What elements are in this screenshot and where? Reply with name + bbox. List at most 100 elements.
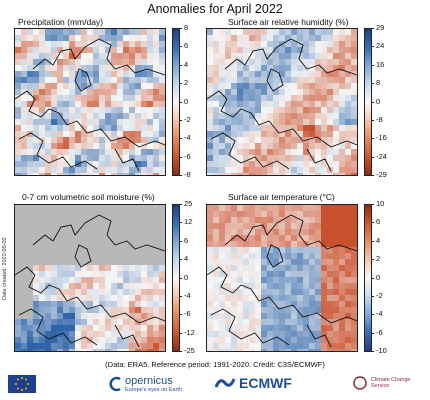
- anomaly-cell: [105, 223, 111, 229]
- anomaly-cell: [159, 59, 165, 65]
- anomaly-cell: [213, 47, 219, 53]
- anomaly-cell: [297, 143, 303, 149]
- anomaly-cell: [117, 253, 123, 259]
- anomaly-cell: [279, 289, 285, 295]
- anomaly-cell: [81, 155, 87, 161]
- anomaly-cell: [243, 53, 249, 59]
- anomaly-cell: [213, 349, 219, 351]
- anomaly-cell: [99, 41, 105, 47]
- anomaly-cell: [297, 83, 303, 89]
- anomaly-cell: [93, 253, 99, 259]
- anomaly-cell: [123, 149, 129, 155]
- anomaly-cell: [285, 35, 291, 41]
- anomaly-cell: [141, 53, 147, 59]
- anomaly-cell: [147, 337, 153, 343]
- anomaly-cell: [309, 113, 315, 119]
- anomaly-cell: [213, 307, 219, 313]
- anomaly-cell: [213, 265, 219, 271]
- anomaly-cell: [243, 229, 249, 235]
- anomaly-cell: [117, 259, 123, 265]
- anomaly-cell: [153, 205, 159, 211]
- anomaly-cell: [207, 71, 213, 77]
- anomaly-cell: [141, 313, 147, 319]
- anomaly-cell: [135, 137, 141, 143]
- anomaly-cell: [339, 247, 345, 253]
- anomaly-cell: [285, 137, 291, 143]
- anomaly-cell: [243, 155, 249, 161]
- anomaly-cell: [267, 235, 273, 241]
- anomaly-cell: [117, 337, 123, 343]
- anomaly-cell: [117, 211, 123, 217]
- anomaly-cell: [81, 313, 87, 319]
- anomaly-cell: [123, 155, 129, 161]
- anomaly-cell: [33, 271, 39, 277]
- anomaly-cell: [27, 155, 33, 161]
- anomaly-cell: [219, 71, 225, 77]
- colorbar-tick-label: 16: [370, 59, 385, 69]
- anomaly-cell: [303, 259, 309, 265]
- anomaly-cell: [39, 247, 45, 253]
- anomaly-cell: [207, 59, 213, 65]
- anomaly-cell: [291, 223, 297, 229]
- anomaly-cell: [141, 229, 147, 235]
- anomaly-cell: [231, 47, 237, 53]
- anomaly-cell: [81, 277, 87, 283]
- anomaly-cell: [135, 113, 141, 119]
- anomaly-cell: [291, 71, 297, 77]
- anomaly-cell: [69, 83, 75, 89]
- anomaly-cell: [291, 247, 297, 253]
- anomaly-cell: [315, 265, 321, 271]
- anomaly-cell: [333, 101, 339, 107]
- anomaly-cell: [141, 125, 147, 131]
- anomaly-cell: [261, 277, 267, 283]
- anomaly-cell: [69, 265, 75, 271]
- anomaly-cell: [279, 313, 285, 319]
- anomaly-cell: [33, 277, 39, 283]
- anomaly-cell: [273, 265, 279, 271]
- anomaly-cell: [81, 65, 87, 71]
- anomaly-cell: [291, 77, 297, 83]
- anomaly-cell: [267, 283, 273, 289]
- anomaly-cell: [225, 95, 231, 101]
- anomaly-cell: [225, 301, 231, 307]
- anomaly-cell: [123, 173, 129, 175]
- anomaly-cell: [267, 137, 273, 143]
- anomaly-cell: [57, 343, 63, 349]
- anomaly-cell: [141, 277, 147, 283]
- anomaly-cell: [69, 349, 75, 351]
- anomaly-cell: [111, 217, 117, 223]
- copernicus-wordmark: opernicus: [125, 375, 173, 387]
- anomaly-cell: [141, 35, 147, 41]
- anomaly-cell: [147, 277, 153, 283]
- anomaly-cell: [291, 307, 297, 313]
- anomaly-cell: [249, 137, 255, 143]
- anomaly-cell: [63, 325, 69, 331]
- anomaly-cell: [303, 235, 309, 241]
- anomaly-cell: [87, 271, 93, 277]
- anomaly-cell: [129, 223, 135, 229]
- anomaly-cell: [45, 343, 51, 349]
- anomaly-cell: [237, 47, 243, 53]
- anomaly-cell: [39, 35, 45, 41]
- anomaly-cell: [249, 277, 255, 283]
- anomaly-cell: [81, 77, 87, 83]
- anomaly-cell: [99, 89, 105, 95]
- anomaly-cell: [213, 83, 219, 89]
- anomaly-cell: [51, 283, 57, 289]
- panel-title-temperature: Surface air temperature (°C): [228, 192, 335, 202]
- anomaly-cell: [111, 229, 117, 235]
- anomaly-cell: [231, 89, 237, 95]
- anomaly-cell: [87, 47, 93, 53]
- anomaly-cell: [321, 41, 327, 47]
- anomaly-cell: [255, 253, 261, 259]
- anomaly-cell: [117, 95, 123, 101]
- anomaly-cell: [99, 131, 105, 137]
- anomaly-cell: [207, 113, 213, 119]
- anomaly-cell: [351, 113, 357, 119]
- anomaly-cell: [117, 149, 123, 155]
- anomaly-cell: [225, 107, 231, 113]
- anomaly-cell: [351, 331, 357, 337]
- anomaly-cell: [219, 271, 225, 277]
- anomaly-cell: [345, 59, 351, 65]
- anomaly-cell: [63, 277, 69, 283]
